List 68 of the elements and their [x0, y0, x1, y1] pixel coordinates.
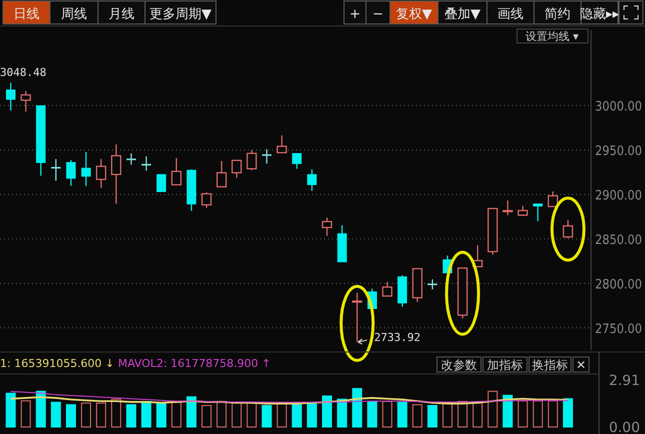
bar — [502, 394, 513, 428]
bar — [66, 404, 76, 428]
button: 画线 — [486, 0, 534, 24]
bar — [276, 402, 287, 428]
button: ✕ — [572, 356, 590, 372]
y-tick-label: 3000.00 — [595, 100, 645, 115]
bar — [442, 402, 452, 428]
button: − — [366, 0, 390, 24]
bar — [186, 396, 196, 428]
y-tick-label: 2850.00 — [595, 232, 645, 248]
y-tick-label: 2750.00 — [595, 322, 645, 337]
button: 复权▼ — [390, 0, 438, 24]
bar — [322, 395, 332, 428]
bar — [292, 404, 302, 428]
bar — [126, 404, 136, 428]
bar — [232, 402, 242, 428]
bar — [367, 400, 378, 428]
button: 周线 — [50, 0, 98, 24]
annotation: 3048.48 — [0, 66, 46, 79]
bar — [171, 402, 182, 428]
button: 日线 — [2, 0, 50, 24]
bar — [262, 405, 272, 428]
bar — [532, 400, 543, 428]
bar — [427, 405, 438, 428]
y-tick-label: 0.00 — [608, 420, 640, 434]
bar — [488, 390, 498, 428]
bar — [96, 402, 106, 428]
line-series — [10, 390, 568, 403]
annotation: 2733.92 — [374, 331, 420, 344]
button: 换指标 — [528, 356, 572, 372]
bar — [156, 402, 166, 428]
bar — [246, 402, 257, 428]
bar — [352, 388, 362, 428]
bar — [412, 404, 422, 428]
line-series — [10, 396, 569, 404]
bar — [20, 400, 31, 428]
bar — [111, 398, 122, 428]
bar — [306, 403, 317, 428]
bar — [548, 400, 558, 428]
bar — [472, 402, 483, 428]
button: 隐藏▸▸ — [580, 0, 620, 24]
y-tick-label: 2900.00 — [595, 188, 645, 204]
annotation: 设置均线 ▾ — [525, 30, 579, 43]
bar — [337, 398, 348, 428]
button: 改参数 — [436, 356, 482, 372]
bar — [397, 402, 408, 428]
bar — [81, 402, 92, 428]
bar — [50, 402, 61, 428]
text: MAVOL2: 161778758.900 ↑ — [118, 357, 271, 370]
y-tick-label: 2800.00 — [595, 277, 645, 292]
button: 设置均线 ▾ — [516, 28, 588, 44]
text: 1: 165391055.600 ↓ — [0, 357, 114, 370]
button: 叠加▼ — [438, 0, 488, 24]
button: 月线 — [98, 0, 146, 24]
button: 加指标 — [482, 356, 528, 372]
bar — [518, 400, 528, 428]
button: 简约 — [534, 0, 582, 24]
button: + — [344, 0, 366, 24]
bar — [6, 392, 16, 428]
y-tick-label: 2950.00 — [595, 144, 645, 159]
bar — [36, 390, 46, 428]
bar — [216, 400, 227, 428]
bar — [202, 405, 212, 428]
y-tick-label: 2.91 — [608, 372, 640, 389]
bar — [382, 400, 392, 428]
bar — [562, 398, 573, 428]
button: 更多周期▼ — [144, 0, 216, 24]
bar — [141, 400, 152, 428]
